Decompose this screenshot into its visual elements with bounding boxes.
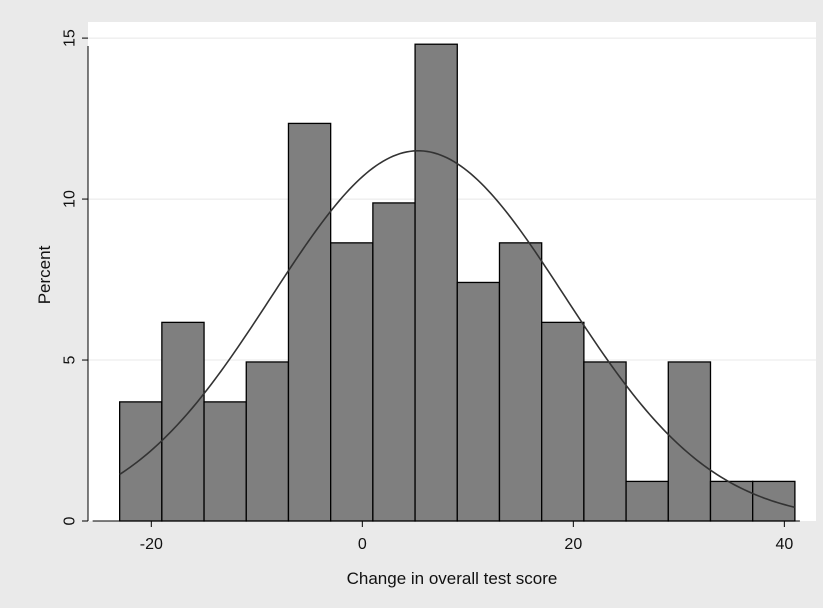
histogram-bar — [287, 122, 332, 522]
histogram-bar — [541, 321, 585, 522]
y-axis-title: Percent — [35, 245, 54, 304]
histogram-bar — [161, 321, 205, 522]
histogram-bar — [625, 480, 669, 522]
histogram-bar — [330, 242, 374, 522]
normal-density-curve — [119, 149, 796, 509]
x-tick-label: 0 — [358, 536, 367, 553]
y-tick-label: 5 — [62, 355, 79, 364]
tick-labels: 0 5 10 15 -20 0 20 40 — [62, 29, 794, 553]
histogram-bar — [456, 281, 501, 522]
histogram-bars — [119, 43, 796, 522]
histogram-bar — [498, 242, 543, 522]
axes — [87, 46, 800, 522]
y-tick-label: 15 — [62, 29, 79, 47]
histogram-bar — [245, 361, 290, 522]
histogram-bar — [709, 480, 754, 522]
y-tick-label: 0 — [62, 516, 79, 525]
histogram-bar — [583, 361, 627, 522]
x-tick-label: -20 — [140, 536, 163, 553]
x-axis-title: Change in overall test score — [347, 569, 558, 588]
histogram-bar — [372, 202, 416, 522]
histogram-bar — [203, 401, 247, 522]
y-tick-label: 10 — [62, 190, 79, 208]
x-tick-label: 40 — [775, 536, 793, 553]
x-tick-label: 20 — [564, 536, 582, 553]
histogram-bar — [414, 43, 458, 522]
histogram-bar — [119, 401, 163, 522]
